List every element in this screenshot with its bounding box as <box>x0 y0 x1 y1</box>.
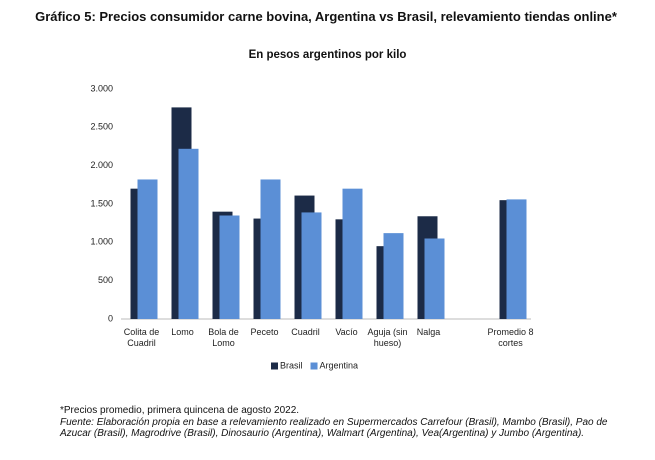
legend-label: Brasil <box>280 360 303 370</box>
y-tick-label: 1.000 <box>90 237 113 247</box>
x-tick-label: Promedio 8 cortes <box>487 327 534 348</box>
x-tick-label: Cuadril <box>291 327 320 337</box>
x-tick-label: Colita de Cuadril <box>123 327 160 348</box>
y-tick-label: 0 <box>108 313 113 323</box>
y-tick-label: 2.500 <box>90 122 113 132</box>
bar <box>342 188 363 319</box>
x-tick-label: Peceto <box>250 327 279 337</box>
chart-subtitle: En pesos argentinos por kilo <box>248 49 407 61</box>
bar <box>424 238 445 319</box>
x-tick-label: Lomo <box>171 327 194 337</box>
bar <box>219 215 240 319</box>
notes: *Precios promedio, primera quincena de a… <box>60 405 620 440</box>
chart-title: Gráfico 5: Precios consumidor carne bovi… <box>35 9 617 24</box>
legend-swatch <box>271 362 278 370</box>
bar <box>506 199 527 319</box>
x-tick-label: Bola de Lomo <box>208 327 239 348</box>
legend-label: Argentina <box>320 360 359 370</box>
note: *Precios promedio, primera quincena de a… <box>60 405 300 416</box>
y-tick-label: 1.500 <box>90 198 113 208</box>
bar <box>178 148 199 319</box>
note: Fuente: Elaboración propia en base a rel… <box>60 416 608 440</box>
y-tick-label: 2.000 <box>90 160 113 170</box>
bar <box>301 212 322 319</box>
legend-swatch <box>310 362 318 370</box>
bar <box>260 179 281 319</box>
x-tick-label: Nalga <box>416 327 441 337</box>
x-tick-label: Vacío <box>335 327 358 337</box>
bar <box>383 233 404 319</box>
y-tick-label: 3.000 <box>90 83 113 93</box>
bar <box>137 179 158 319</box>
y-tick-label: 500 <box>98 275 113 285</box>
x-tick-label: Aguja (sin hueso) <box>367 327 408 348</box>
